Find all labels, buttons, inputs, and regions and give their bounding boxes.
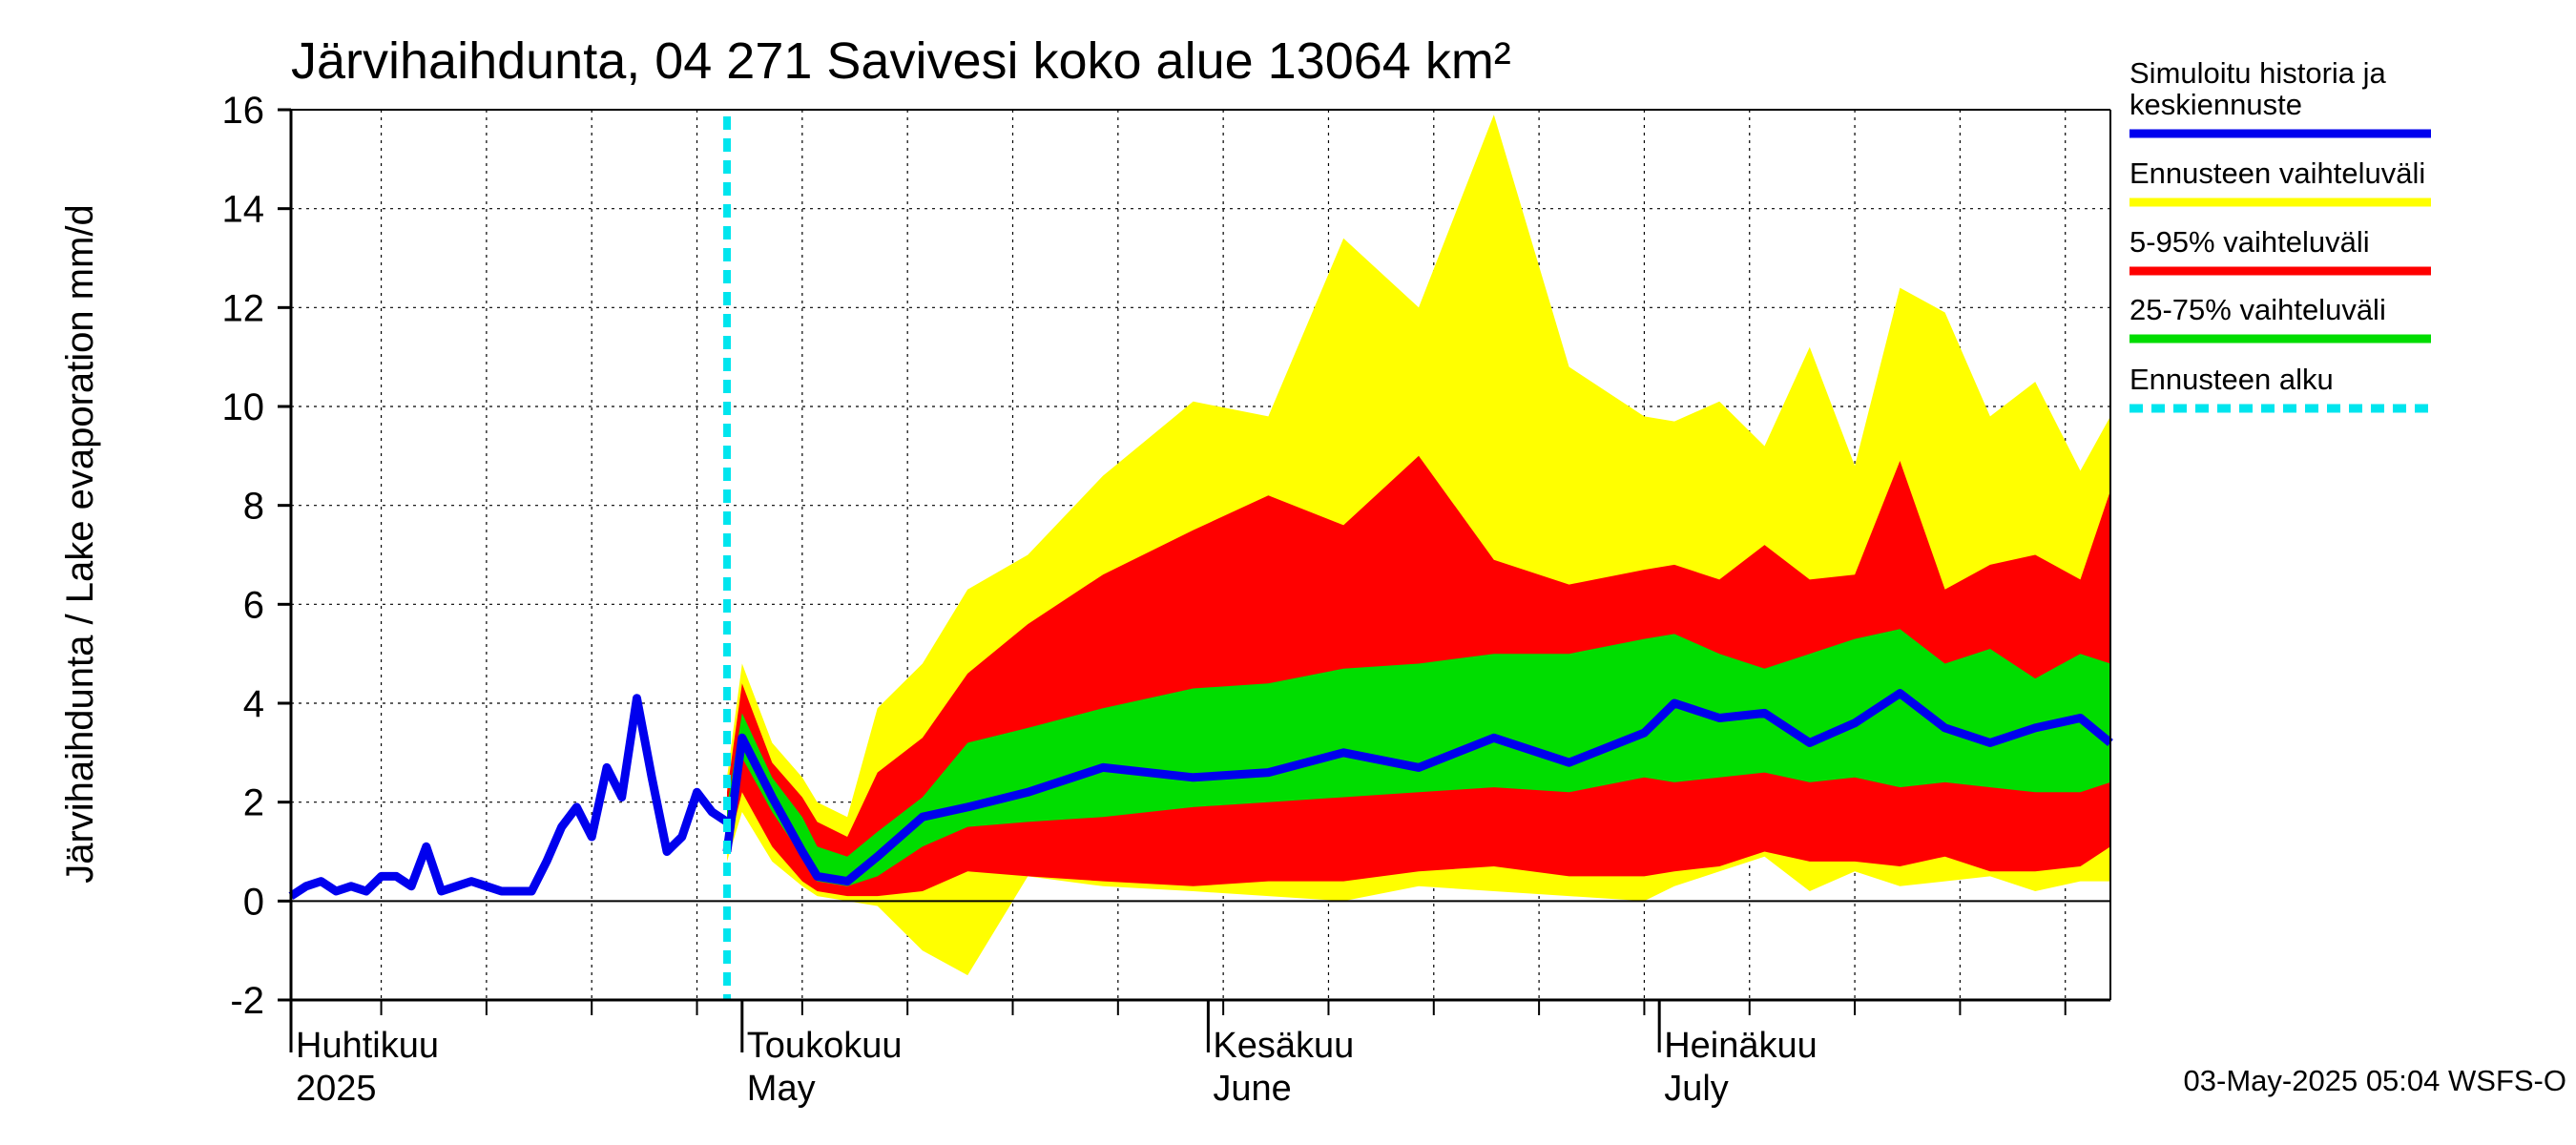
y-tick-labels: -2 0 2 4 6 8 10 12 14 16 [222,90,265,1022]
forecast-bands [727,114,2110,976]
legend-label: 5-95% vaihteluväli [2129,225,2370,259]
history-line [288,694,730,900]
y-axis-label: Järvihaihdunta / Lake evaporation mm/d [59,204,101,884]
legend-label: Ennusteen vaihteluväli [2129,156,2425,190]
y-tick-label: 10 [222,386,265,428]
month-label: Huhtikuu [296,1026,439,1066]
y-tick-label: 14 [222,189,265,231]
series-lines [288,116,2113,1000]
y-tick-label: 6 [243,584,264,626]
month-sublabel: July [1664,1069,1729,1109]
y-tick-label: 16 [222,90,265,132]
month-sublabel: 2025 [296,1069,377,1109]
legend-label: 25-75% vaihteluväli [2129,293,2386,326]
y-tick-label: 0 [243,881,264,923]
month-label: Toukokuu [747,1026,903,1066]
month-sublabel: May [747,1069,816,1109]
y-tick-label: 2 [243,782,264,824]
y-tick-label: -2 [230,980,264,1022]
timestamp: 03-May-2025 05:04 WSFS-O [2184,1064,2566,1097]
month-sublabel: June [1213,1069,1291,1109]
forecast-median-line [722,689,2113,886]
month-label: Kesäkuu [1213,1026,1354,1066]
legend-label: Ennusteen alku [2129,363,2334,396]
y-tick-label: 12 [222,287,265,329]
month-label: Heinäkuu [1664,1026,1818,1066]
band-25-75-vaihteluv-li [727,629,2110,886]
y-tick-label: 8 [243,486,264,528]
chart-title: Järvihaihdunta, 04 271 Savivesi koko alu… [291,32,1511,90]
y-tick-label: 4 [243,683,264,725]
legend-label: keskiennuste [2129,88,2302,121]
legend-label: Simuloitu historia ja [2129,56,2387,90]
axes [278,108,2111,1052]
